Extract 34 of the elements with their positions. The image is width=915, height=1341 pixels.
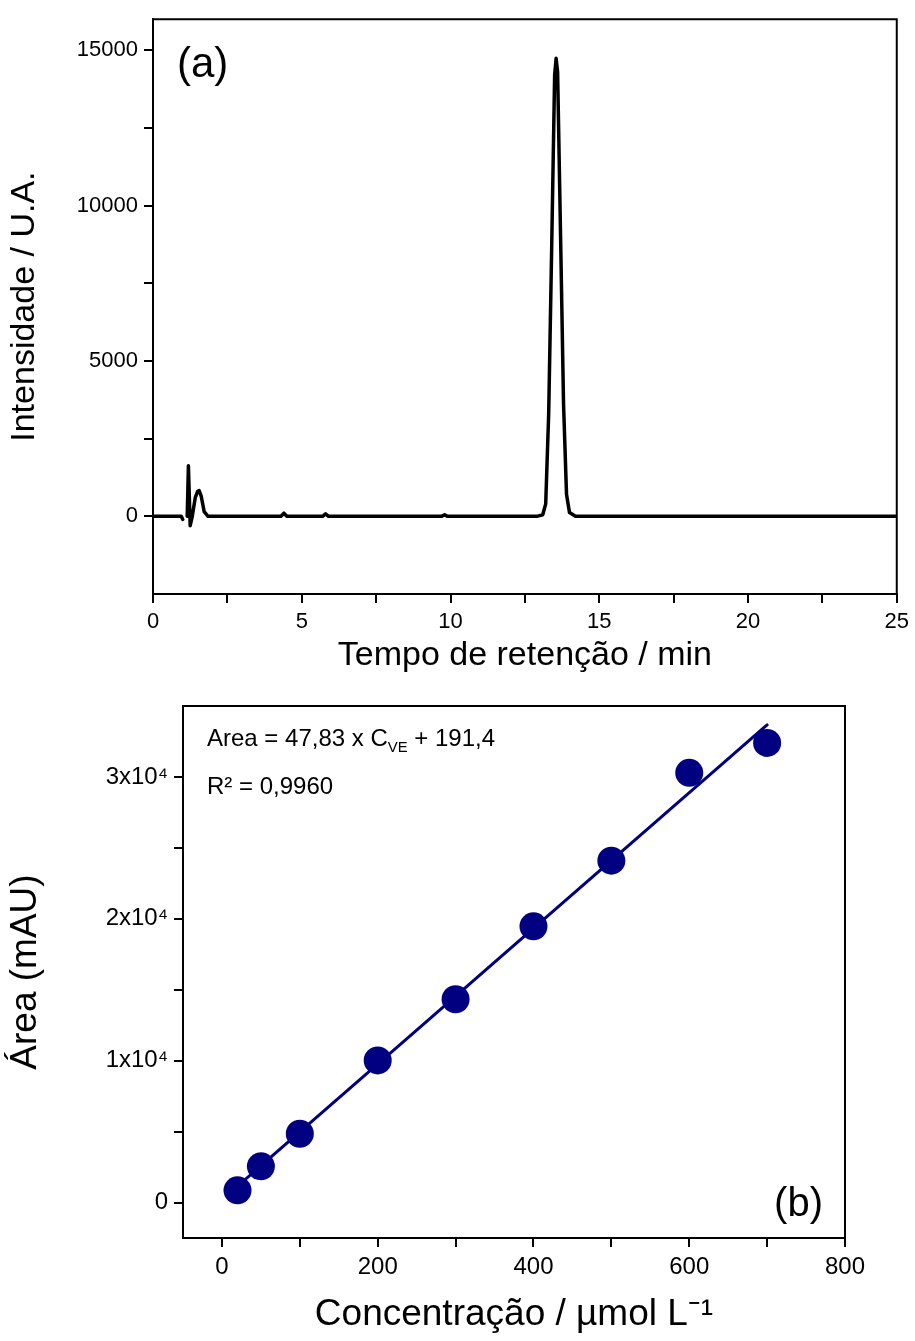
y-tick-label: 0 [154,1187,168,1215]
x-axis-title: Concentração / µmol L⁻¹ [314,1292,714,1333]
y-tick-label: 2x10⁴ [105,903,168,931]
point [753,728,782,757]
y-axis-title: Intensidade / U.A. [2,171,41,442]
annotation: (a) [177,39,229,87]
x-tick-label: 25 [884,608,910,634]
x-tick-label: 15 [587,608,612,634]
y-tick-label: 3x10⁴ [105,761,168,789]
point [285,1119,314,1148]
x-tick-label: 10 [438,608,463,634]
annotation: R² = 0,9960 [207,772,334,799]
point [223,1176,252,1205]
x-tick-label: 5 [295,608,308,634]
point [246,1152,275,1181]
x-tick-label: 400 [513,1252,554,1280]
point [597,846,626,875]
x-tick-label: 600 [669,1252,710,1280]
x-tick-label: 0 [215,1252,229,1280]
annotation: (b) [774,1180,823,1224]
point [519,912,548,941]
y-tick-label: 10000 [76,191,138,217]
point [363,1046,392,1075]
y-axis-title: Área (mAU) [3,874,45,1070]
y-tick-label: 0 [125,502,138,528]
x-axis-title: Tempo de retenção / min [337,633,712,672]
y-tick-label: 15000 [76,36,138,62]
x-tick-label: 20 [735,608,761,634]
point [675,758,704,787]
point [441,985,470,1014]
y-tick-label: 1x10⁴ [105,1045,168,1073]
x-tick-label: 800 [824,1252,866,1280]
y-tick-label: 5000 [89,347,138,373]
x-tick-label: 200 [357,1252,398,1280]
